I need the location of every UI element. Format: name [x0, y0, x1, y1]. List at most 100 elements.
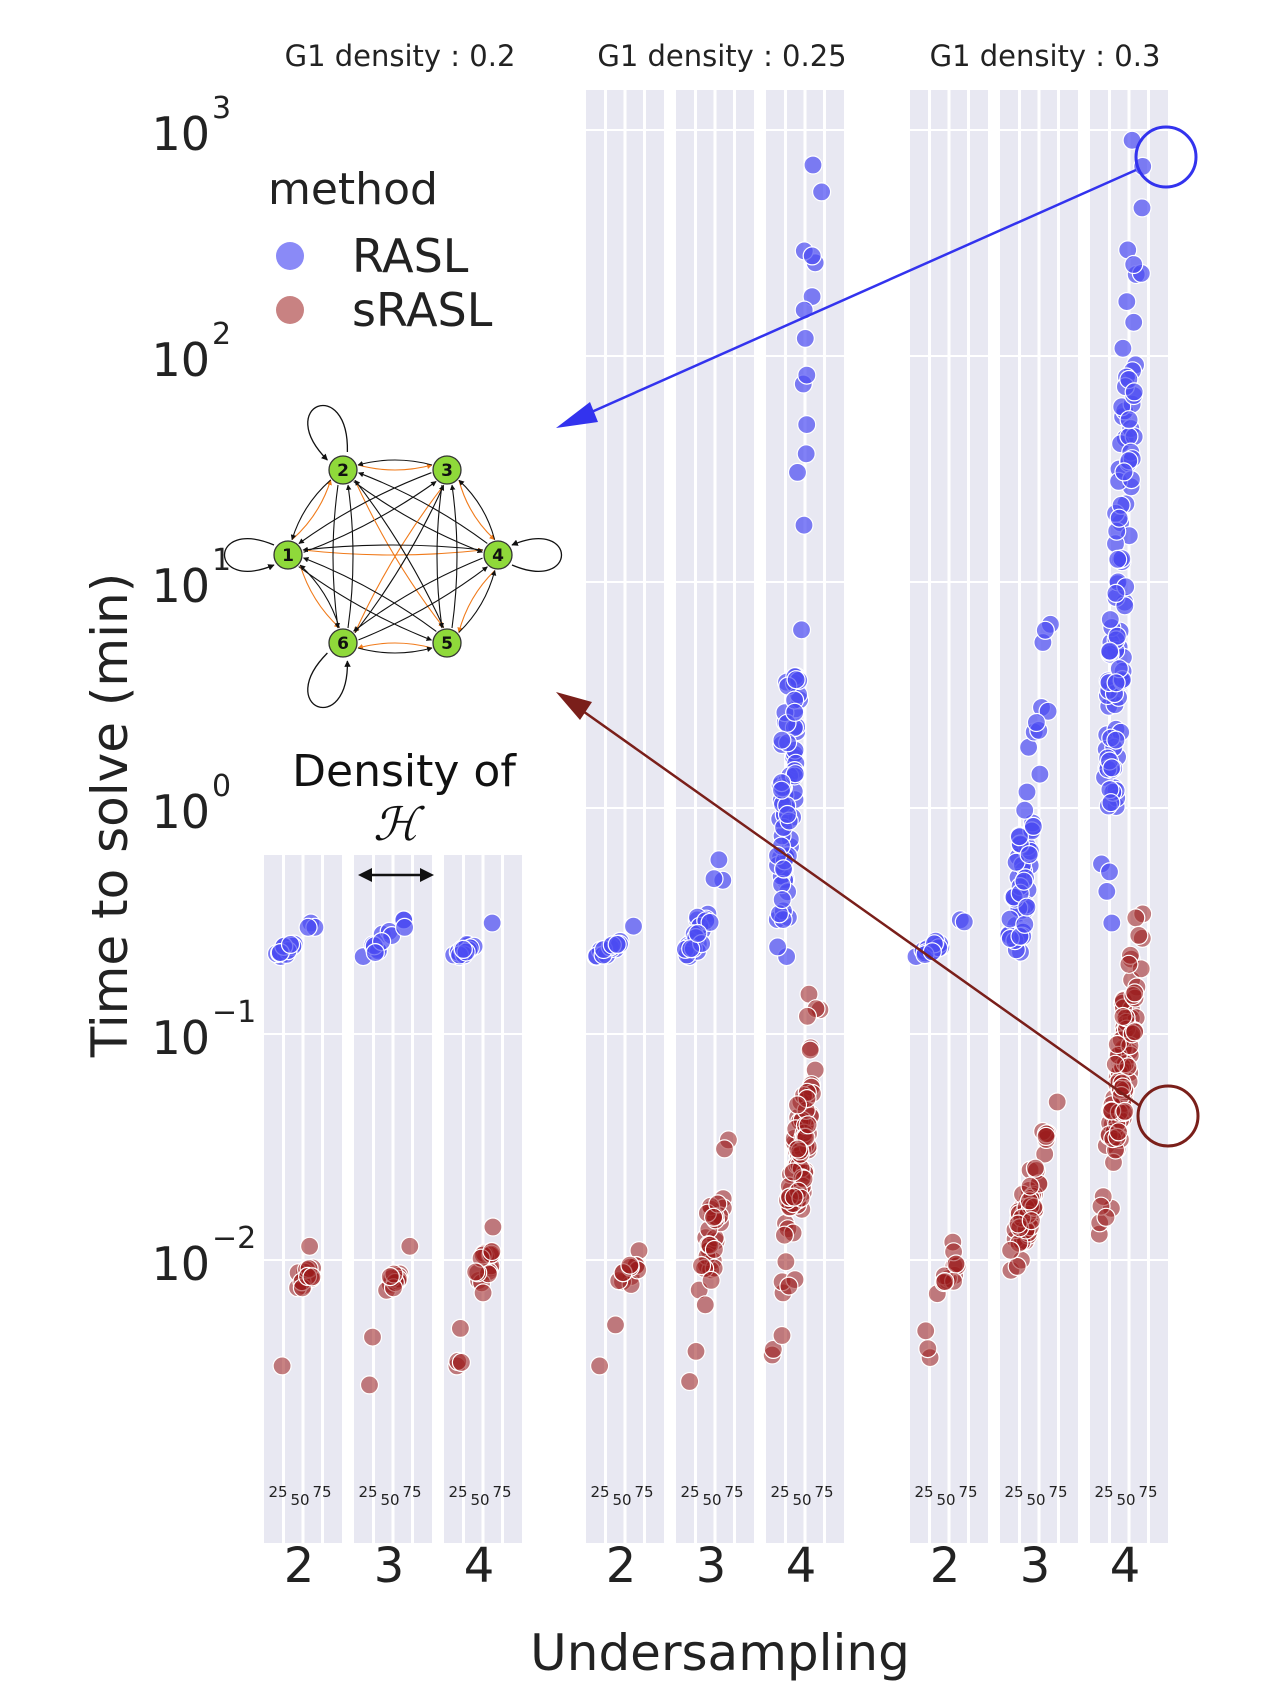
- point-srasl: [1105, 1054, 1125, 1074]
- hue-tick-label: 50: [792, 1491, 811, 1509]
- hue-symbol: ℋ: [373, 797, 425, 851]
- inset-graph: 1 2 3 4 5 6: [224, 404, 562, 709]
- graph-node: [432, 455, 462, 485]
- y-axis-label: Time to solve (min): [81, 573, 139, 1058]
- point-rasl: [796, 444, 816, 464]
- point-rasl: [1019, 844, 1039, 865]
- hue-tick-label: 50: [936, 1491, 955, 1509]
- point-srasl: [1126, 908, 1146, 928]
- y-tick-exponent: −1: [212, 995, 256, 1030]
- hue-tick-label: 75: [402, 1483, 421, 1501]
- self-loop-edge: [307, 652, 351, 709]
- point-srasl: [686, 1341, 706, 1362]
- graph-edge: [302, 544, 484, 553]
- graph-edge: [353, 557, 483, 632]
- graph-edge: [358, 566, 488, 641]
- callout-annotations: [556, 125, 1200, 1148]
- hue-tick-label: 50: [702, 1491, 721, 1509]
- hue-tick-label: 25: [1004, 1483, 1023, 1501]
- point-srasl: [451, 1352, 471, 1373]
- point-rasl: [1124, 254, 1144, 275]
- y-tick-exponent: −2: [212, 1221, 256, 1256]
- point-srasl: [772, 1325, 792, 1346]
- graph-node: [273, 540, 303, 570]
- point-srasl: [1129, 925, 1149, 946]
- x-tick-label: 4: [464, 1538, 495, 1594]
- graph-node-label: 3: [441, 461, 453, 481]
- point-rasl: [1099, 862, 1120, 882]
- hue-tick-label: 25: [268, 1483, 287, 1501]
- point-rasl: [1102, 913, 1122, 933]
- graph-node-label: 1: [282, 546, 294, 566]
- point-rasl: [811, 182, 832, 202]
- data-points: [266, 130, 1153, 1395]
- panel-title: G1 density : 0.25: [597, 39, 846, 73]
- graph-node: [483, 540, 513, 570]
- point-rasl: [773, 859, 794, 879]
- point-rasl: [1102, 758, 1122, 778]
- point-rasl: [700, 912, 720, 933]
- point-srasl: [1020, 1176, 1040, 1196]
- point-rasl: [767, 937, 788, 957]
- point-srasl: [704, 1239, 725, 1260]
- graph-edge: [303, 481, 437, 553]
- self-loop-edge: [224, 538, 275, 572]
- point-srasl: [483, 1217, 503, 1237]
- y-tick-exponent: 2: [212, 317, 231, 352]
- outlier-highlight-circle: [1134, 125, 1198, 189]
- panel-backgrounds: [264, 90, 1168, 1543]
- point-rasl: [688, 923, 708, 944]
- point-srasl: [763, 1339, 783, 1360]
- point-rasl: [1026, 712, 1047, 733]
- point-srasl: [783, 1162, 803, 1182]
- graph-edge: [290, 479, 332, 541]
- point-rasl: [482, 913, 502, 933]
- hue-tick-label: 75: [814, 1483, 833, 1501]
- point-rasl: [365, 942, 385, 963]
- point-srasl: [779, 1276, 799, 1296]
- point-rasl: [797, 365, 817, 385]
- point-rasl: [791, 620, 812, 640]
- point-rasl: [1124, 382, 1144, 402]
- y-tick-base: 10: [151, 559, 210, 613]
- graph-node: [432, 628, 462, 658]
- point-rasl: [704, 869, 724, 889]
- point-rasl: [1035, 620, 1055, 640]
- x-tick-label: 3: [696, 1538, 727, 1594]
- x-tick-label: 2: [606, 1538, 637, 1594]
- point-srasl: [1108, 1122, 1129, 1142]
- point-srasl: [1021, 1211, 1041, 1231]
- point-srasl: [450, 1318, 470, 1339]
- point-rasl: [1017, 782, 1037, 802]
- point-rasl: [1106, 673, 1126, 693]
- graph-node-label: 2: [337, 461, 349, 481]
- point-srasl: [1115, 1101, 1135, 1122]
- point-srasl: [1125, 983, 1145, 1003]
- point-srasl: [918, 1338, 938, 1359]
- point-rasl: [1113, 338, 1133, 358]
- hue-tick-label: 50: [612, 1491, 631, 1509]
- y-tick-base: 10: [151, 107, 210, 161]
- y-tick-exponent: 3: [212, 91, 231, 126]
- point-rasl: [1109, 508, 1129, 528]
- point-srasl: [703, 1207, 724, 1227]
- x-tick-label: 3: [374, 1538, 405, 1594]
- graph-edge: [458, 569, 497, 633]
- hue-tick-label: 25: [590, 1483, 609, 1501]
- point-srasl: [774, 1225, 795, 1245]
- graph-edge: [354, 479, 445, 628]
- point-rasl: [1097, 881, 1117, 902]
- graph-edge: [357, 642, 433, 650]
- point-rasl: [771, 780, 792, 800]
- point-srasl: [1025, 1158, 1046, 1178]
- graph-edge: [357, 463, 433, 471]
- point-rasl: [1038, 701, 1058, 721]
- hue-tick-label: 50: [470, 1491, 489, 1509]
- graph-edge: [302, 557, 437, 632]
- point-srasl: [714, 1139, 735, 1159]
- graph-edge: [302, 547, 484, 556]
- point-srasl: [1000, 1240, 1021, 1260]
- graph-node-label: 4: [492, 546, 504, 566]
